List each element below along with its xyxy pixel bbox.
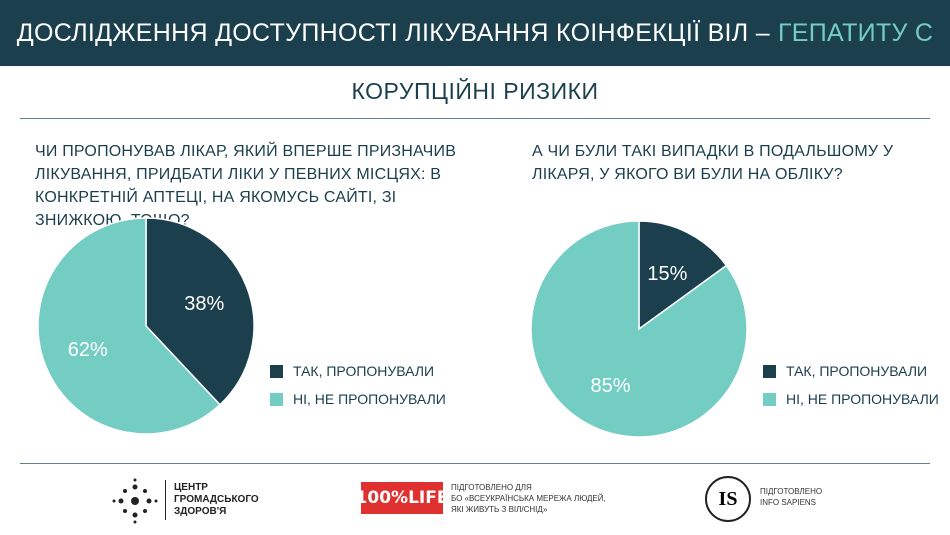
pie-slice bbox=[638, 220, 728, 331]
org1-line: ЦЕНТР bbox=[174, 482, 208, 493]
pie-data-label: 85% bbox=[591, 375, 631, 397]
prepared-by-text: ПІДГОТОВЛЕНО INFO SAPIENS bbox=[760, 486, 822, 508]
header-title: ДОСЛІДЖЕННЯ ДОСТУПНОСТІ ЛІКУВАННЯ КОІНФЕ… bbox=[16, 18, 770, 47]
pie-data-label: 15% bbox=[647, 263, 687, 285]
question-1: ЧИ ПРОПОНУВАВ ЛІКАР, ЯКИЙ ВПЕРШЕ ПРИЗНАЧ… bbox=[35, 143, 457, 229]
pie-slice bbox=[145, 217, 255, 406]
header-title-accent: ГЕПАТИТУ С bbox=[777, 18, 934, 47]
info-sapiens-logo: IS bbox=[705, 476, 751, 522]
public-health-center-logo-icon bbox=[112, 478, 158, 524]
org2-line: ПІДГОТОВЛЕНО ДЛЯ bbox=[451, 483, 532, 492]
legend-item: ТАК, ПРОПОНУВАЛИ bbox=[763, 363, 939, 379]
legend-label: НІ, НЕ ПРОПОНУВАЛИ bbox=[786, 391, 939, 407]
prepared-for-text: ПІДГОТОВЛЕНО ДЛЯ БО «ВСЕУКРАЇНСЬКА МЕРЕЖ… bbox=[451, 482, 606, 515]
pie-slice bbox=[530, 220, 748, 438]
100-life-logo: 100%LIFE bbox=[356, 482, 448, 514]
question-2: А ЧИ БУЛИ ТАКІ ВИПАДКИ В ПОДАЛЬШОМУ У ЛІ… bbox=[532, 143, 894, 183]
pie-slice bbox=[37, 217, 221, 435]
footer-divider bbox=[20, 463, 930, 464]
pie-data-label: 38% bbox=[184, 293, 224, 315]
org2-line: БО «ВСЕУКРАЇНСЬКА МЕРЕЖА ЛЮДЕЙ, bbox=[451, 494, 606, 503]
legend-label: ТАК, ПРОПОНУВАЛИ bbox=[786, 363, 928, 379]
legend-label: ТАК, ПРОПОНУВАЛИ bbox=[293, 363, 435, 379]
section-title: КОРУПЦІЙНІ РИЗИКИ bbox=[351, 78, 599, 104]
public-health-center-name: ЦЕНТР ГРОМАДСЬКОГО ЗДОРОВ'Я bbox=[174, 482, 259, 518]
legend-swatch bbox=[763, 392, 776, 406]
legend-item: НІ, НЕ ПРОПОНУВАЛИ bbox=[270, 391, 446, 407]
legend-2: ТАК, ПРОПОНУВАЛИ НІ, НЕ ПРОПОНУВАЛИ bbox=[763, 363, 939, 419]
legend-swatch bbox=[270, 392, 283, 406]
org3-line: INFO SAPIENS bbox=[760, 498, 817, 507]
logo-divider bbox=[165, 480, 166, 520]
legend-swatch bbox=[270, 364, 283, 378]
legend-1: ТАК, ПРОПОНУВАЛИ НІ, НЕ ПРОПОНУВАЛИ bbox=[270, 363, 446, 419]
section-divider bbox=[20, 118, 930, 119]
legend-item: ТАК, ПРОПОНУВАЛИ bbox=[270, 363, 446, 379]
org2-line: ЯКІ ЖИВУТЬ З ВІЛ/СНІД» bbox=[451, 505, 548, 514]
org1-line: ГРОМАДСЬКОГО bbox=[174, 494, 259, 505]
org3-line: ПІДГОТОВЛЕНО bbox=[760, 487, 823, 496]
legend-swatch bbox=[763, 364, 776, 378]
footer: ЦЕНТР ГРОМАДСЬКОГО ЗДОРОВ'Я 100%LIFE ПІД… bbox=[0, 470, 950, 530]
pie-data-label: 62% bbox=[68, 339, 108, 361]
legend-item: НІ, НЕ ПРОПОНУВАЛИ bbox=[763, 391, 939, 407]
header-bar: ДОСЛІДЖЕННЯ ДОСТУПНОСТІ ЛІКУВАННЯ КОІНФЕ… bbox=[0, 0, 950, 66]
org1-line: ЗДОРОВ'Я bbox=[174, 506, 227, 517]
legend-label: НІ, НЕ ПРОПОНУВАЛИ bbox=[293, 391, 446, 407]
